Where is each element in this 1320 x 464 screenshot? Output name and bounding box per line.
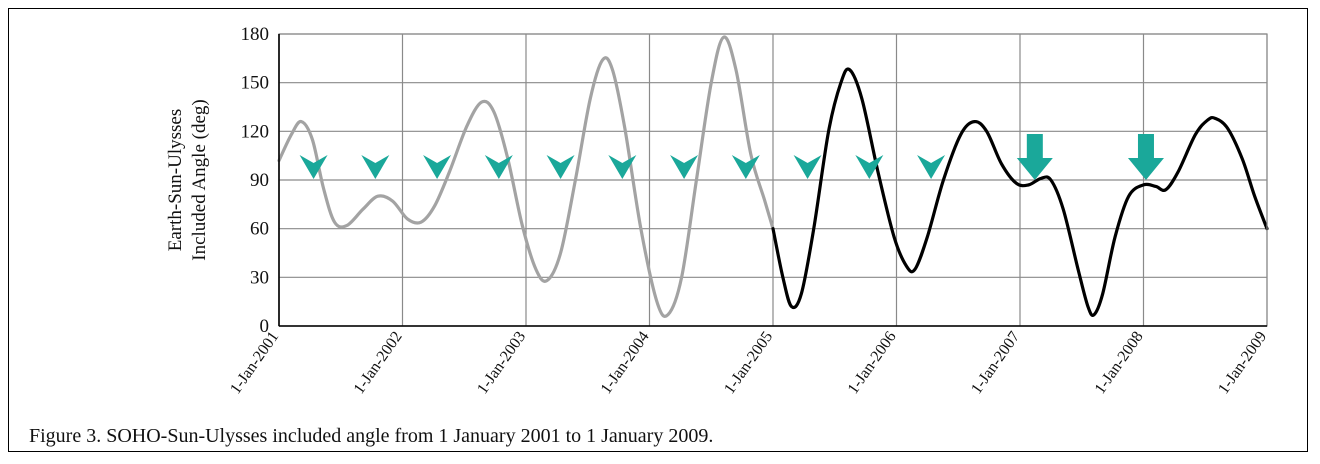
x-tick-label-2: 1-Jan-2003 <box>474 329 529 398</box>
y-tick-label-150: 150 <box>241 73 270 94</box>
axes <box>278 33 1268 327</box>
y-axis-label-line-1: Included Angle (deg) <box>189 99 210 260</box>
chevron-marker-9 <box>855 155 884 180</box>
y-tick-label-120: 120 <box>241 121 270 142</box>
chevron-marker-4 <box>546 155 575 180</box>
figure-frame: 0 30 60 90 120 150 180 1-Jan-2001 1-Jan-2002 1-J… <box>8 8 1308 452</box>
arrow-marker-0 <box>1016 134 1053 180</box>
grid <box>278 33 1268 327</box>
x-tick-label-7: 1-Jan-2008 <box>1092 329 1147 398</box>
chevron-marker-3 <box>484 155 513 180</box>
y-tick-label-60: 60 <box>250 219 269 240</box>
x-tick-label-1: 1-Jan-2002 <box>351 329 406 398</box>
series-line-black <box>771 67 1269 317</box>
series-lines <box>277 35 1269 318</box>
y-tick-label-30: 30 <box>250 267 269 288</box>
markers <box>299 134 1164 180</box>
y-tick-label-90: 90 <box>250 170 269 191</box>
x-tick-label-3: 1-Jan-2004 <box>598 329 653 398</box>
chevron-marker-1 <box>361 155 390 180</box>
y-tick-label-180: 180 <box>241 24 270 45</box>
chevron-marker-10 <box>917 155 946 180</box>
y-tick-label-0: 0 <box>260 316 270 337</box>
figure-caption: Figure 3. SOHO-Sun-Ulysses included angl… <box>29 425 714 447</box>
arrow-marker-1 <box>1127 134 1164 180</box>
x-tick-label-4: 1-Jan-2005 <box>721 329 776 398</box>
series-line-gray <box>277 35 775 318</box>
chevron-marker-7 <box>731 155 760 180</box>
x-tick-label-8: 1-Jan-2009 <box>1215 329 1270 398</box>
chevron-marker-6 <box>670 155 699 180</box>
y-tick-labels: 0 30 60 90 120 150 180 <box>241 24 270 337</box>
chevron-marker-2 <box>423 155 452 180</box>
x-tick-label-6: 1-Jan-2007 <box>968 329 1023 398</box>
y-axis-label: Earth-Sun-Ulysses Included Angle (deg) <box>165 99 210 260</box>
x-tick-label-5: 1-Jan-2006 <box>845 329 900 398</box>
x-tick-labels: 1-Jan-2001 1-Jan-2002 1-Jan-2003 1-Jan-2004… <box>227 329 1270 398</box>
chevron-marker-0 <box>299 155 328 180</box>
chevron-marker-5 <box>608 155 637 180</box>
y-axis-label-line-0: Earth-Sun-Ulysses <box>165 109 186 251</box>
chevron-marker-8 <box>793 155 822 180</box>
x-tick-label-0: 1-Jan-2001 <box>227 329 282 398</box>
